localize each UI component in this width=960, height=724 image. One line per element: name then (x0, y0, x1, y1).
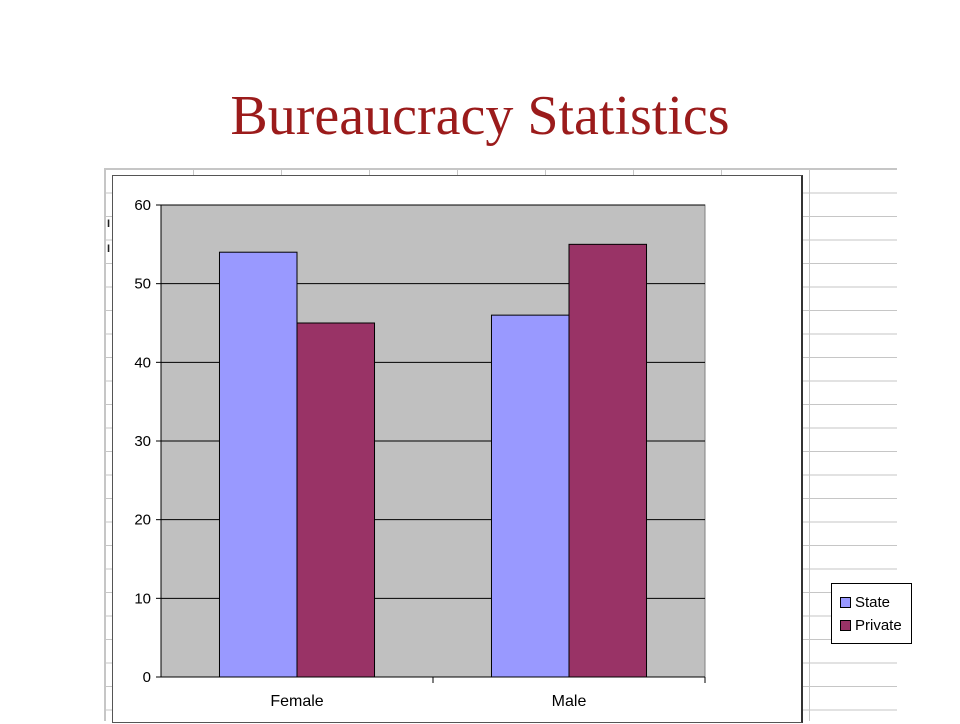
legend-item-state: State (840, 593, 890, 611)
bar-private-male (568, 243, 648, 678)
sheet-cell-fragment: I (107, 243, 111, 255)
y-tick-label: 0 (143, 669, 151, 686)
chart-legend[interactable]: State Private (831, 583, 912, 644)
legend-item-private: Private (840, 616, 902, 634)
x-tick-label: Male (552, 693, 587, 710)
y-tick-label: 60 (134, 197, 151, 214)
bar-chart[interactable]: 0 10 20 30 40 50 60 Female Male State Private (112, 175, 912, 723)
y-tick-label: 40 (134, 354, 151, 371)
chart-canvas: 0 10 20 30 40 50 60 Female Male (134, 197, 706, 710)
legend-swatch-state (840, 596, 851, 608)
y-tick-label: 50 (134, 276, 151, 293)
legend-label-state: State (855, 593, 891, 611)
legend-label-private: Private (855, 616, 902, 634)
y-tick-label: 30 (134, 433, 151, 450)
y-tick-label: 10 (134, 590, 151, 607)
bar-state-female (218, 251, 298, 678)
x-tick-label: Female (270, 693, 323, 710)
slide-title: Bureaucracy Statistics (230, 85, 730, 147)
legend-swatch-private (840, 619, 851, 631)
sheet-cell-fragment: I (107, 218, 111, 230)
bar-private-female (296, 322, 376, 678)
bar-state-male (490, 314, 570, 678)
y-tick-label: 20 (134, 512, 151, 529)
